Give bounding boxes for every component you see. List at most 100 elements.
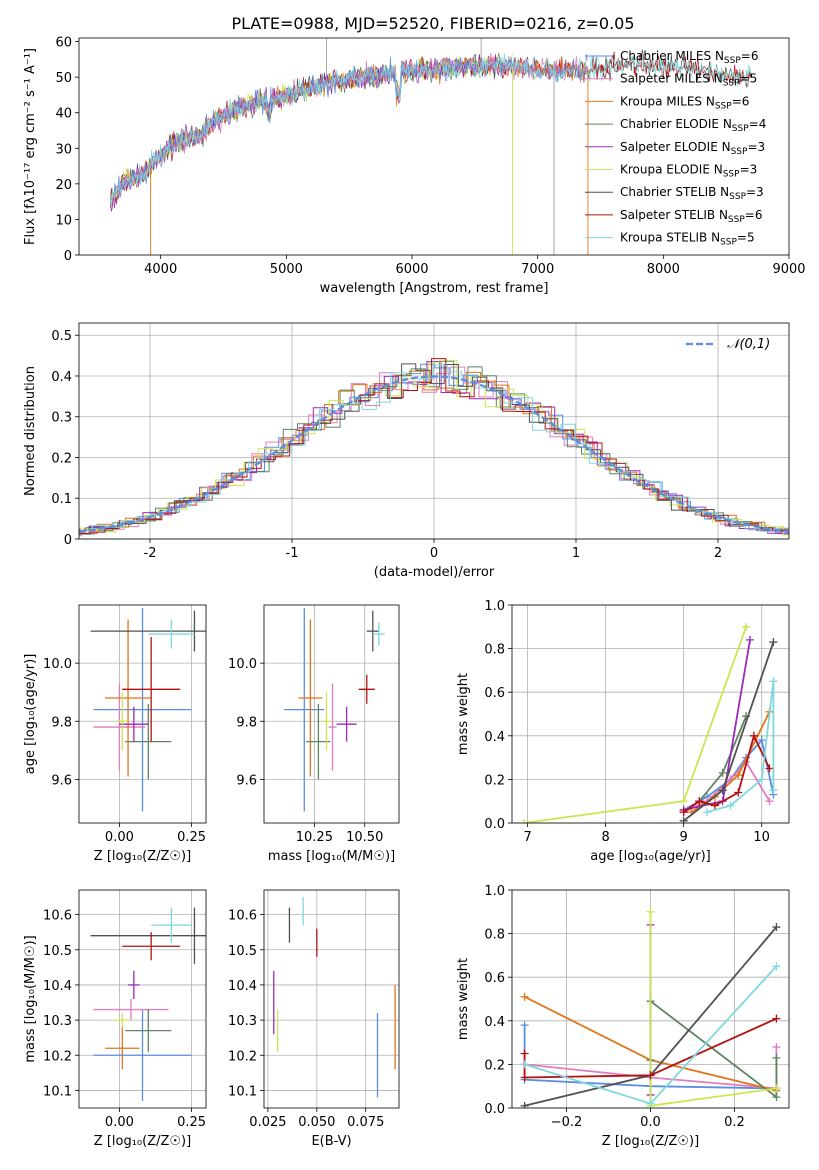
legend-label: Chabrier STELIB NSSP=3 — [620, 185, 764, 202]
x-axis-label: Z [log₁₀(Z/Z☉)] — [602, 1134, 699, 1149]
x-tick-label: 0.00 — [105, 830, 134, 845]
series-marker — [765, 797, 774, 806]
series-marker — [769, 786, 778, 795]
errorbar-kroupa-miles — [298, 619, 323, 777]
x-tick-label: 1 — [572, 546, 580, 561]
y-tick-label: 10 — [55, 213, 72, 228]
series-marker — [520, 1101, 529, 1108]
plot-area — [90, 607, 206, 812]
legend-label: Salpeter MILES NSSP=5 — [620, 72, 757, 89]
series-marker — [710, 801, 719, 810]
errorbar-kroupa-stelib — [372, 622, 385, 646]
series-kroupa-stelib — [520, 962, 781, 1108]
y-tick-label: 40 — [55, 107, 72, 122]
legend-label: Kroupa ELODIE NSSP=3 — [620, 163, 757, 180]
y-axis-label: mass weight — [456, 958, 471, 1040]
series-marker — [646, 907, 655, 916]
y-tick-label: 60 — [55, 36, 72, 51]
y-tick-label: 0 — [64, 533, 72, 548]
y-tick-label: 10.1 — [228, 1084, 257, 1099]
x-tick-label: 0.0 — [640, 1115, 661, 1130]
series-marker — [734, 788, 743, 797]
y-tick-label: 10.5 — [228, 944, 257, 959]
y-tick-label: 30 — [55, 142, 72, 157]
axes-mass-vs-ebv: 0.025 0.050 0.075 10.1 10.2 10.3 10.4 10.5 10.6 E… — [228, 889, 400, 1149]
x-tick-label: 7000 — [521, 262, 554, 277]
x-tick-label: 0 — [430, 546, 438, 561]
series-salpeter-stelib — [679, 731, 774, 817]
legend-label: Kroupa MILES NSSP=6 — [620, 94, 749, 111]
errorbar-chabrier-miles — [93, 607, 192, 812]
legend-label: Chabrier MILES NSSP=6 — [620, 49, 758, 66]
errorbar-chabrier-stelib — [90, 610, 206, 652]
y-axis-label: mass weight — [456, 673, 471, 755]
axes-frame — [511, 604, 790, 824]
y-tick-label: 9.6 — [236, 773, 257, 788]
plot-area — [284, 607, 385, 812]
x-axis-label: (data-model)/error — [374, 565, 495, 580]
errorbar-kroupa-elodie — [322, 692, 331, 751]
x-axis-label: age [log₁₀(age/yr)] — [590, 849, 711, 864]
series-line — [649, 911, 777, 1107]
y-tick-label: 10.4 — [43, 979, 72, 994]
y-tick-label: 10.0 — [228, 657, 257, 672]
y-tick-label: 20 — [55, 178, 72, 193]
series-marker — [520, 1021, 529, 1030]
series-marker — [679, 816, 688, 823]
errorbar-kroupa-miles — [104, 1027, 140, 1070]
plot-area — [519, 622, 778, 823]
x-axis-label: Z [log₁₀(Z/Z☉)] — [94, 1134, 191, 1149]
x-tick-label: 10 — [753, 830, 770, 845]
y-axis-label: Flux [fλ10⁻¹⁷ erg cm⁻² s⁻¹ A⁻¹] — [23, 48, 38, 245]
errorbar-salpeter-elodie — [128, 970, 140, 999]
legend-label: Salpeter STELIB NSSP=6 — [620, 208, 762, 225]
x-tick-label: 0.2 — [724, 1115, 745, 1130]
series-marker — [519, 819, 528, 823]
histogram-chabrier-stelib — [79, 363, 789, 535]
errorbar-chabrier-miles — [284, 607, 325, 812]
y-tick-label: 10.4 — [228, 979, 257, 994]
x-tick-label: 4000 — [144, 262, 177, 277]
y-tick-label: 1.0 — [484, 599, 505, 614]
errorbar-kroupa-miles — [104, 619, 152, 777]
axes-frame — [263, 604, 400, 824]
y-tick-label: 10.3 — [228, 1014, 257, 1029]
y-tick-label: 9.6 — [51, 773, 72, 788]
histogram-salpeter-elodie — [79, 361, 789, 535]
errorbar-chabrier-elodie — [125, 1009, 172, 1052]
y-tick-label: 0.8 — [484, 643, 505, 658]
x-tick-label: 7 — [523, 830, 531, 845]
series-line — [683, 738, 775, 811]
y-tick-label: 0.4 — [484, 1015, 505, 1030]
x-tick-label: 5000 — [270, 262, 303, 277]
x-tick-label: 0.00 — [105, 1115, 134, 1130]
series-marker — [718, 786, 727, 795]
errorbar-chabrier-miles — [93, 1009, 192, 1101]
legend-label: Kroupa STELIB NSSP=5 — [620, 231, 755, 248]
series-kroupa-elodie — [519, 622, 751, 823]
x-tick-label: 0.25 — [177, 830, 206, 845]
series-marker — [520, 1060, 529, 1069]
errorbar-salpeter-elodie — [119, 706, 149, 742]
series-marker — [769, 638, 778, 647]
series-marker — [679, 808, 688, 817]
histogram-kroupa-miles — [79, 370, 789, 534]
series-marker — [772, 1084, 781, 1093]
series-marker — [646, 1071, 655, 1080]
axes-mass-vs-Z: 0.00 0.25 10.1 10.2 10.3 10.4 10.5 10.6 Z [log₁₀… — [23, 889, 207, 1149]
y-axis-label: age [log₁₀(age/yr)] — [23, 654, 38, 775]
axes-frame — [78, 322, 790, 540]
errorbar-kroupa-elodie — [116, 692, 129, 751]
errorbar-salpeter-stelib — [122, 932, 181, 961]
series-marker — [734, 771, 743, 780]
x-tick-label: -2 — [144, 546, 157, 561]
y-tick-label: 0.3 — [51, 411, 72, 426]
errorbar-chabrier-stelib — [366, 610, 379, 652]
page-title: PLATE=0988, MJD=52520, FIBERID=0216, z=0… — [231, 14, 634, 33]
y-axis-label: Normed distribution — [23, 366, 38, 496]
legend-label: Chabrier ELODIE NSSP=4 — [620, 117, 766, 134]
spectrum-line-kroupa-elodie — [110, 53, 513, 211]
x-tick-label: -1 — [286, 546, 299, 561]
series-marker — [772, 1053, 781, 1062]
